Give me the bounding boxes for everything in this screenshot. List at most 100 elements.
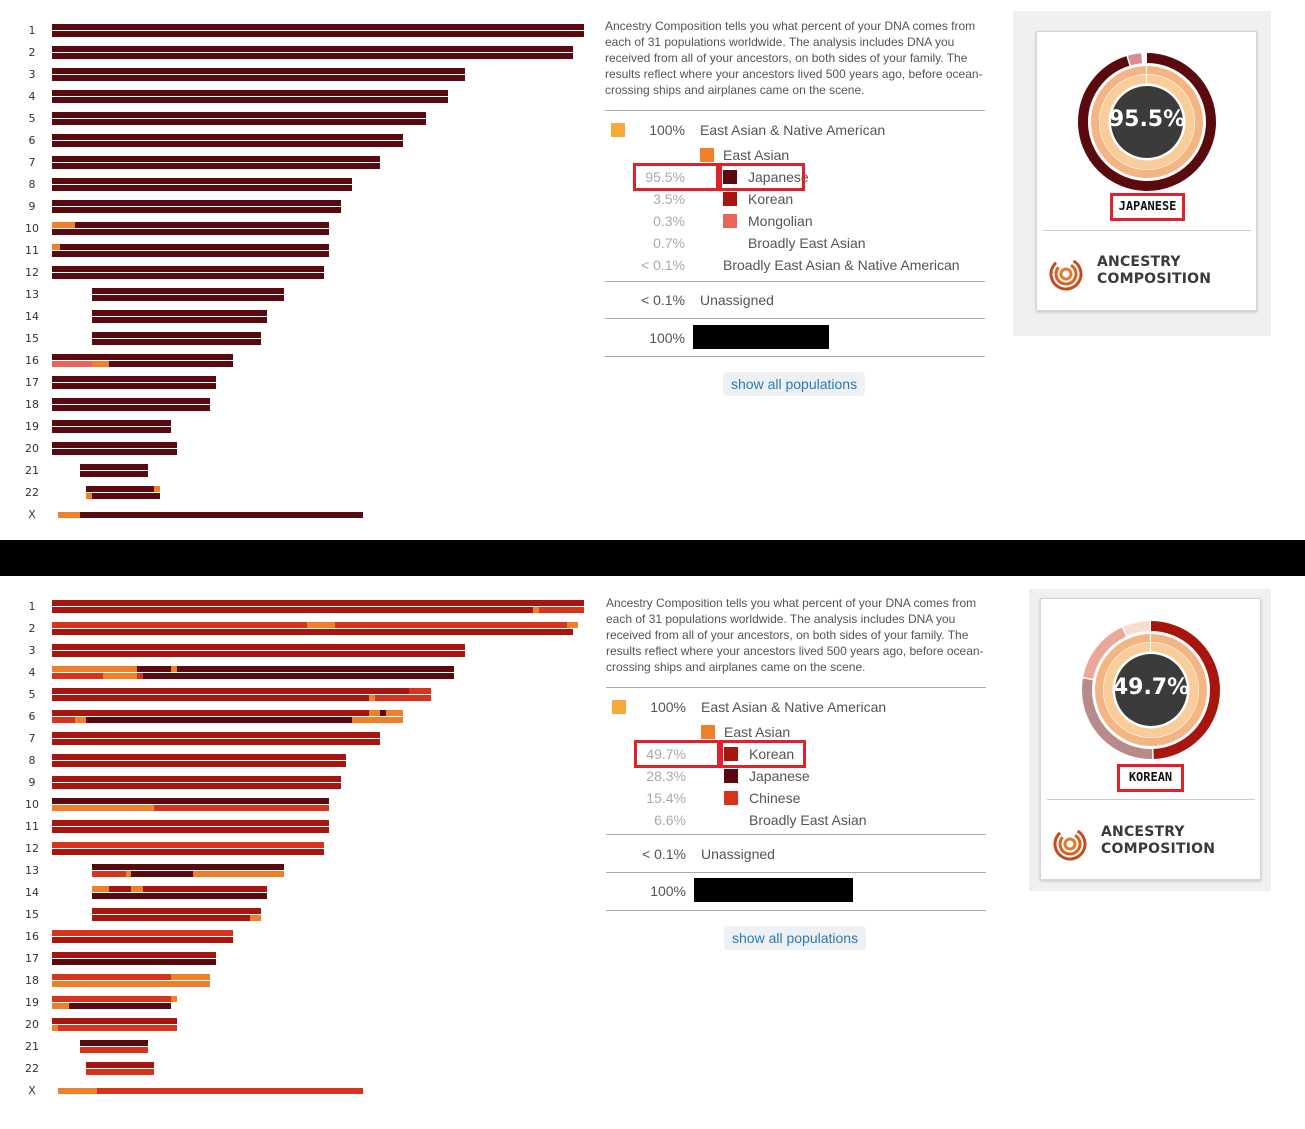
unassigned-row[interactable]: < 0.1% Unassigned <box>606 843 986 865</box>
chromosome-strand[interactable] <box>18 471 578 477</box>
chromosome-strand[interactable] <box>18 178 578 184</box>
chromosome-strand[interactable] <box>18 930 578 936</box>
population-row[interactable]: 0.3% Mongolian <box>605 210 985 232</box>
chromosome-strand[interactable] <box>18 288 578 294</box>
chromosome-strand[interactable] <box>18 886 578 892</box>
chromosome-strand[interactable] <box>18 805 578 811</box>
chromosome-strand[interactable] <box>18 842 578 848</box>
population-row[interactable]: 28.3% Japanese <box>606 765 986 787</box>
chromosome-strand[interactable] <box>18 273 578 279</box>
chromosome-strand[interactable] <box>18 1040 578 1046</box>
chromosome-strand[interactable] <box>18 776 578 782</box>
chromosome-strand[interactable] <box>18 244 578 250</box>
chromosome-strand[interactable] <box>18 251 578 257</box>
ancestry-summary-card[interactable]: 49.7% KOREAN ANCESTRY COMPOSITION <box>1040 598 1261 880</box>
chromosome-strand[interactable] <box>18 185 578 191</box>
chromosome-strand[interactable] <box>18 915 578 921</box>
chromosome-strand[interactable] <box>18 1069 578 1075</box>
chromosome-strand[interactable] <box>18 651 578 657</box>
unassigned-row[interactable]: < 0.1% Unassigned <box>605 289 985 311</box>
chromosome-strand[interactable] <box>18 827 578 833</box>
chromosome-strand[interactable] <box>18 629 578 635</box>
population-row[interactable]: 6.6% Broadly East Asian <box>606 809 986 831</box>
chromosome-strand[interactable] <box>18 75 578 81</box>
population-row[interactable]: 49.7% Korean <box>606 743 986 765</box>
chromosome-strand[interactable] <box>18 112 578 118</box>
chromosome-strand[interactable] <box>18 46 578 52</box>
chromosome-strand[interactable] <box>18 24 584 30</box>
chromosome-strand[interactable] <box>18 673 578 679</box>
chromosome-strand[interactable] <box>18 493 578 499</box>
chromosome-strand[interactable] <box>18 134 578 140</box>
chromosome-strand[interactable] <box>18 53 578 59</box>
chromosome-strand[interactable] <box>18 937 578 943</box>
chromosome-strand[interactable] <box>18 222 578 228</box>
population-row[interactable]: 0.7% Broadly East Asian <box>605 232 985 254</box>
chromosome-strand[interactable] <box>18 1018 578 1024</box>
chromosome-strand[interactable] <box>18 383 578 389</box>
chromosome-strand[interactable] <box>18 266 578 272</box>
chromosome-strand[interactable] <box>18 90 578 96</box>
chromosome-strand[interactable] <box>18 981 578 987</box>
chromosome-strand[interactable] <box>18 31 584 37</box>
chromosome-strand[interactable] <box>18 849 578 855</box>
chromosome-strand[interactable] <box>18 97 578 103</box>
chromosome-strand[interactable] <box>18 449 578 455</box>
chromosome-strand[interactable] <box>18 141 578 147</box>
chromosome-strand[interactable] <box>18 163 578 169</box>
chromosome-strand[interactable] <box>18 332 578 338</box>
chromosome-strand[interactable] <box>18 486 578 492</box>
chromosome-strand[interactable] <box>18 207 578 213</box>
chromosome-strand[interactable] <box>18 996 578 1002</box>
population-row[interactable]: East Asian <box>605 144 985 166</box>
chromosome-strand[interactable] <box>18 666 578 672</box>
chromosome-strand[interactable] <box>18 339 578 345</box>
chromosome-strand[interactable] <box>18 739 578 745</box>
chromosome-strand[interactable] <box>18 398 578 404</box>
chromosome-strand[interactable] <box>18 644 578 650</box>
chromosome-strand[interactable] <box>18 420 578 426</box>
chromosome-strand[interactable] <box>18 1062 578 1068</box>
chromosome-strand[interactable] <box>18 761 578 767</box>
chromosome-strand[interactable] <box>18 361 578 367</box>
chromosome-strand[interactable] <box>18 376 578 382</box>
population-row[interactable]: 100% East Asian & Native American <box>605 119 985 141</box>
chromosome-strand[interactable] <box>18 871 578 877</box>
chromosome-strand[interactable] <box>18 310 578 316</box>
chromosome-strand[interactable] <box>18 464 578 470</box>
chromosome-strand[interactable] <box>18 908 578 914</box>
chromosome-strand[interactable] <box>18 622 579 628</box>
chromosome-strand[interactable] <box>18 229 578 235</box>
chromosome-strand[interactable] <box>18 952 578 958</box>
chromosome-strand[interactable] <box>18 732 578 738</box>
chromosome-strand[interactable] <box>18 974 578 980</box>
chromosome-strand[interactable] <box>18 798 578 804</box>
chromosome-strand[interactable] <box>18 710 578 716</box>
chromosome-strand[interactable] <box>18 783 578 789</box>
chromosome-strand[interactable] <box>18 442 578 448</box>
chromosome-strand[interactable] <box>18 405 578 411</box>
chromosome-strand[interactable] <box>18 354 578 360</box>
population-row[interactable]: East Asian <box>606 721 986 743</box>
population-row[interactable]: 15.4% Chinese <box>606 787 986 809</box>
chromosome-strand[interactable] <box>18 1003 578 1009</box>
chromosome-strand[interactable] <box>18 68 578 74</box>
population-row[interactable]: 100% East Asian & Native American <box>606 696 986 718</box>
chromosome-strand[interactable] <box>18 607 584 613</box>
chromosome-strand[interactable] <box>18 864 578 870</box>
chromosome-strand[interactable] <box>18 1047 578 1053</box>
chromosome-strand[interactable] <box>18 717 578 723</box>
chromosome-strand[interactable] <box>18 600 584 606</box>
chromosome-strand[interactable] <box>18 512 578 518</box>
population-row[interactable]: 3.5% Korean <box>605 188 985 210</box>
chromosome-strand[interactable] <box>18 893 578 899</box>
chromosome-strand[interactable] <box>18 119 578 125</box>
chromosome-strand[interactable] <box>18 695 578 701</box>
chromosome-strand[interactable] <box>18 427 578 433</box>
population-row[interactable]: 95.5% Japanese <box>605 166 985 188</box>
chromosome-strand[interactable] <box>18 200 578 206</box>
population-row[interactable]: < 0.1% Broadly East Asian & Native Americ… <box>605 254 985 276</box>
chromosome-strand[interactable] <box>18 820 578 826</box>
chromosome-strand[interactable] <box>18 317 578 323</box>
show-all-populations-button[interactable]: show all populations <box>723 372 866 396</box>
